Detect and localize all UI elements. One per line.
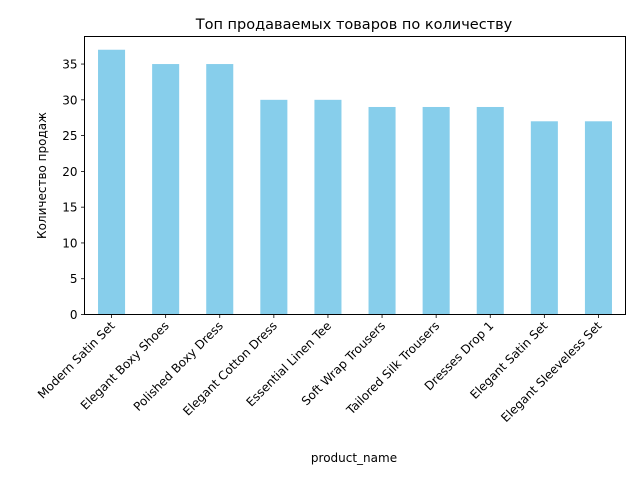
x-axis-label: product_name (311, 451, 397, 465)
y-tick-label: 30 (62, 93, 77, 107)
plot-frame (84, 36, 626, 315)
x-tick-label: Elegant Sleeveless Set (498, 319, 605, 426)
bar (476, 106, 504, 315)
bar (584, 121, 612, 315)
y-axis-label: Количество продаж (35, 112, 49, 239)
bar (260, 99, 288, 315)
x-tick-label: Polished Boxy Dress (131, 319, 226, 414)
bar (152, 64, 180, 315)
y-tick-label: 15 (62, 201, 77, 215)
y-tick-label: 35 (62, 58, 77, 72)
bar (422, 106, 450, 315)
bar (206, 64, 234, 315)
y-tick-label: 0 (70, 308, 78, 322)
bar (368, 106, 396, 315)
bars-group (98, 49, 612, 315)
y-tick-label: 10 (62, 236, 77, 250)
x-tick-label: Tailored Silk Trousers (343, 319, 442, 418)
y-tick-label: 5 (70, 272, 78, 286)
y-tick-label: 20 (62, 165, 77, 179)
chart-title: Топ продаваемых товаров по количеству (195, 17, 513, 33)
bar (314, 99, 342, 315)
x-tick-label: Elegant Cotton Dress (180, 319, 280, 419)
bar (98, 49, 126, 315)
bar (530, 121, 558, 315)
y-axis: 0 5 10 15 20 25 30 35 (62, 58, 85, 322)
x-tick-label: Elegant Boxy Shoes (78, 319, 172, 413)
y-tick-label: 25 (62, 129, 77, 143)
